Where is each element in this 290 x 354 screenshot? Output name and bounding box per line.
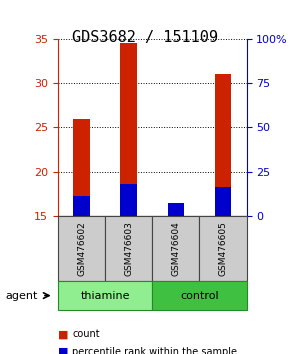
Text: GSM476603: GSM476603 xyxy=(124,221,133,276)
Bar xyxy=(73,119,90,216)
Text: thiamine: thiamine xyxy=(80,291,130,301)
Bar xyxy=(215,74,231,216)
Text: ■: ■ xyxy=(58,329,68,339)
Text: GSM476604: GSM476604 xyxy=(171,221,180,276)
Text: control: control xyxy=(180,291,219,301)
Bar xyxy=(215,187,231,216)
Text: GSM476605: GSM476605 xyxy=(218,221,227,276)
Bar xyxy=(120,44,137,216)
Text: GSM476602: GSM476602 xyxy=(77,221,86,276)
Text: percentile rank within the sample: percentile rank within the sample xyxy=(72,347,238,354)
Text: ■: ■ xyxy=(58,347,68,354)
Bar xyxy=(120,184,137,216)
Text: count: count xyxy=(72,329,100,339)
Bar xyxy=(168,202,184,216)
Bar xyxy=(73,196,90,216)
Text: GDS3682 / 151109: GDS3682 / 151109 xyxy=(72,30,218,45)
Text: agent: agent xyxy=(6,291,38,301)
Bar xyxy=(168,207,184,216)
